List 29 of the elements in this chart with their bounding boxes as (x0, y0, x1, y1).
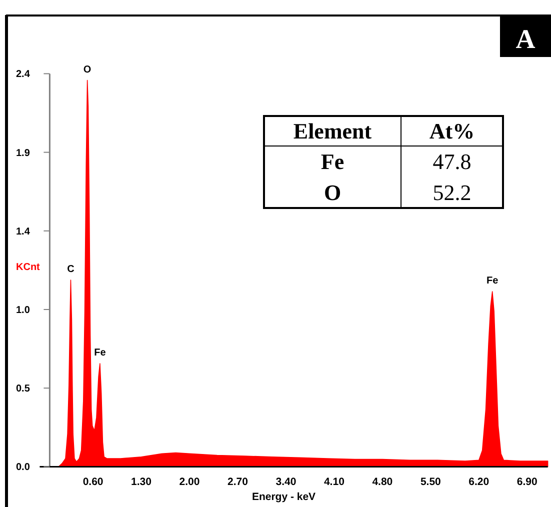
y-tick-label: 1.0 (16, 305, 30, 316)
y-tick-label: 0.5 (16, 384, 30, 395)
x-tick-label: 4.80 (372, 476, 393, 488)
y-tick-label: 1.4 (16, 226, 30, 238)
x-tick-label: 6.20 (468, 476, 490, 488)
x-tick-label: 3.40 (276, 476, 296, 488)
x-tick-label: 0.60 (82, 476, 104, 488)
x-tick-label: 5.50 (420, 476, 442, 488)
x-tick-label: 2.70 (228, 476, 248, 488)
annotation: Fe (320, 149, 344, 174)
x-axis-title: Energy - keV (252, 491, 316, 503)
annotation: Fe (94, 348, 106, 359)
y-tick-label: 0.0 (16, 462, 30, 474)
y-tick-label: 1.9 (16, 148, 30, 159)
y-axis-title: KCnt (16, 262, 41, 273)
annotation: 47.8 (432, 149, 472, 174)
x-tick-label: 2.00 (179, 476, 200, 488)
x-tick-label: 1.30 (131, 476, 152, 488)
text: A (516, 24, 536, 54)
annotation: 52.2 (432, 180, 472, 206)
annotation: O (83, 64, 92, 76)
annotation: At% (429, 118, 475, 144)
x-tick-label: 4.10 (324, 476, 345, 488)
annotation: C (67, 264, 74, 276)
annotation: O (324, 180, 342, 206)
y-tick-label: 2.4 (16, 69, 30, 80)
annotation: Element (293, 118, 372, 144)
annotation: Fe (486, 275, 499, 286)
x-tick-label: 6.90 (516, 476, 538, 488)
